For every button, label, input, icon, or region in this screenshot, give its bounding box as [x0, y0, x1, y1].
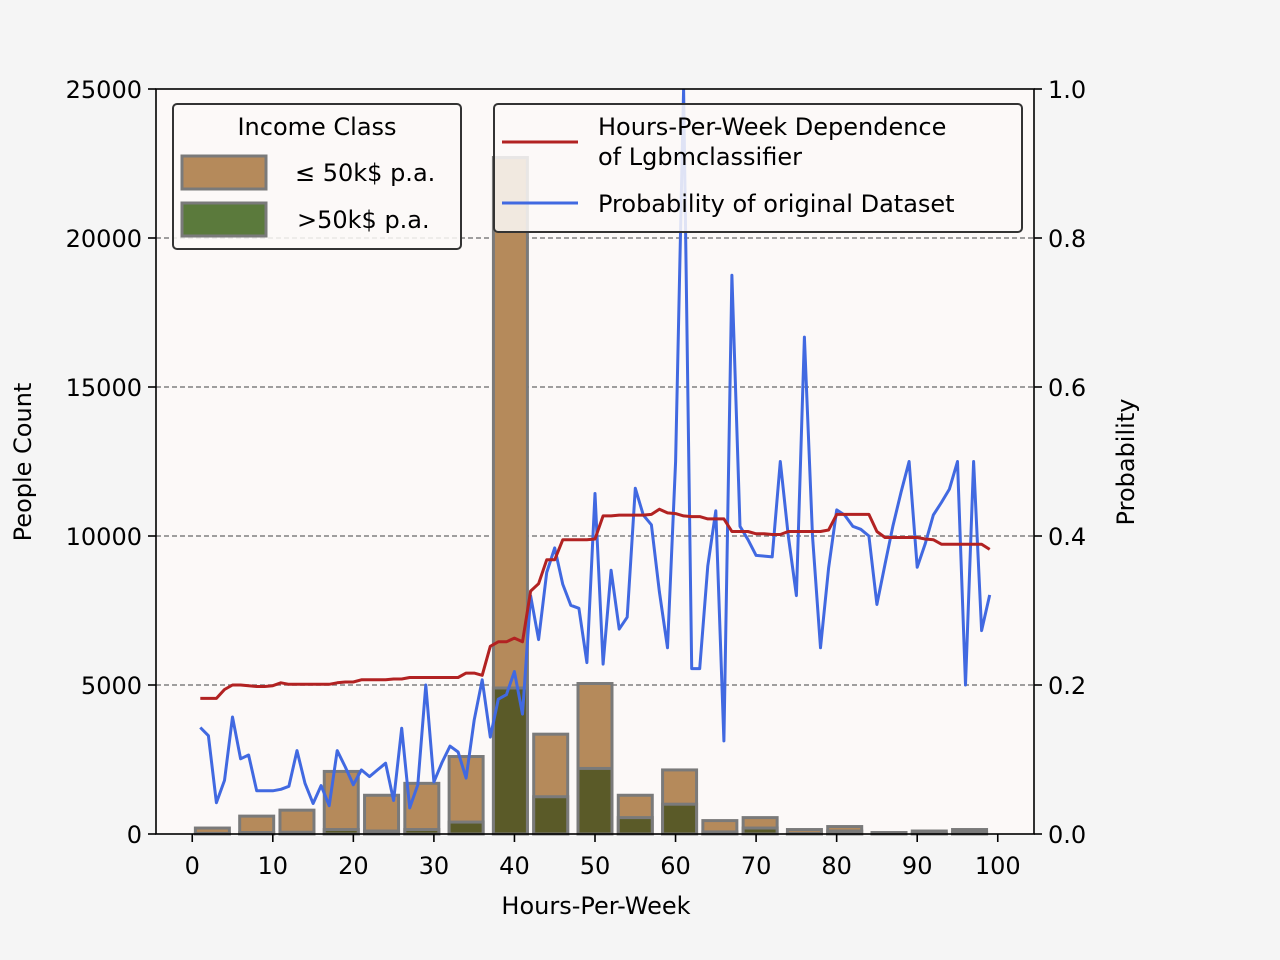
- bar-gt50k: [661, 802, 699, 836]
- legend-title: Income Class: [237, 113, 396, 141]
- legend-label-le50k: ≤ 50k$ p.a.: [295, 159, 435, 187]
- legend-label-line: of Lgbmclassifier: [598, 143, 802, 171]
- probability-line: [199, 89, 992, 810]
- x-tick-label: 20: [338, 852, 369, 880]
- lines: [199, 89, 992, 810]
- y-tick-label: 20000: [66, 225, 142, 253]
- x-tick-label: 60: [660, 852, 691, 880]
- y2-tick-label: 0.8: [1048, 225, 1086, 253]
- bar-gt50k: [616, 816, 654, 836]
- x-tick-label: 80: [821, 852, 852, 880]
- x-tick-label: 0: [185, 852, 200, 880]
- bar-gt50k: [576, 766, 614, 836]
- bar-gt50k: [741, 826, 779, 836]
- x-tick-label: 50: [580, 852, 611, 880]
- y2-tick-label: 0.0: [1048, 821, 1086, 849]
- y-tick-label: 15000: [66, 374, 142, 402]
- bar-le50k: [278, 808, 316, 836]
- y2-axis-label: Probability: [1112, 399, 1140, 526]
- income-class-legend: Income Class ≤ 50k$ p.a. >50k$ p.a.: [172, 103, 462, 250]
- x-axis-label: Hours-Per-Week: [501, 892, 690, 920]
- legend-label-dependence: Hours-Per-Week Dependence of Lgbmclassifi…: [598, 113, 946, 171]
- legend-label-gt50k: >50k$ p.a.: [297, 206, 430, 234]
- y-tick-label: 0: [127, 821, 142, 849]
- legend-swatch-gt50k: [180, 201, 268, 238]
- y2-tick-label: 0.2: [1048, 672, 1086, 700]
- bar-gt50k: [447, 820, 485, 836]
- x-tick-label: 90: [902, 852, 933, 880]
- x-axis-ticks: 0 10 20 30 40 50 60 70 80 90 100: [185, 834, 1021, 880]
- y2-tick-label: 1.0: [1048, 76, 1086, 104]
- x-tick-label: 100: [975, 852, 1021, 880]
- y2-tick-label: 0.4: [1048, 523, 1086, 551]
- y-tick-label: 5000: [81, 672, 142, 700]
- y-axis-label: People Count: [9, 383, 37, 542]
- legend-swatch-le50k: [180, 154, 268, 191]
- dependence-line: [200, 507, 991, 700]
- bar-gt50k: [532, 795, 570, 836]
- y-tick-label: 10000: [66, 523, 142, 551]
- y2-tick-label: 0.6: [1048, 374, 1086, 402]
- legend-label-line: Hours-Per-Week Dependence: [598, 113, 946, 141]
- x-tick-label: 40: [499, 852, 530, 880]
- y-axis-ticks: 0 5000 10000 15000 20000 25000: [66, 76, 156, 849]
- legend-frame: [493, 103, 1023, 233]
- legend-label-probability: Probability of original Dataset: [598, 190, 955, 218]
- x-tick-label: 30: [419, 852, 450, 880]
- y2-axis-ticks: 0.0 0.2 0.4 0.6 0.8 1.0: [1034, 76, 1086, 849]
- x-tick-label: 70: [741, 852, 772, 880]
- line-legend: Hours-Per-Week Dependence of Lgbmclassifi…: [493, 103, 1023, 233]
- x-tick-label: 10: [258, 852, 289, 880]
- y-tick-label: 25000: [66, 76, 142, 104]
